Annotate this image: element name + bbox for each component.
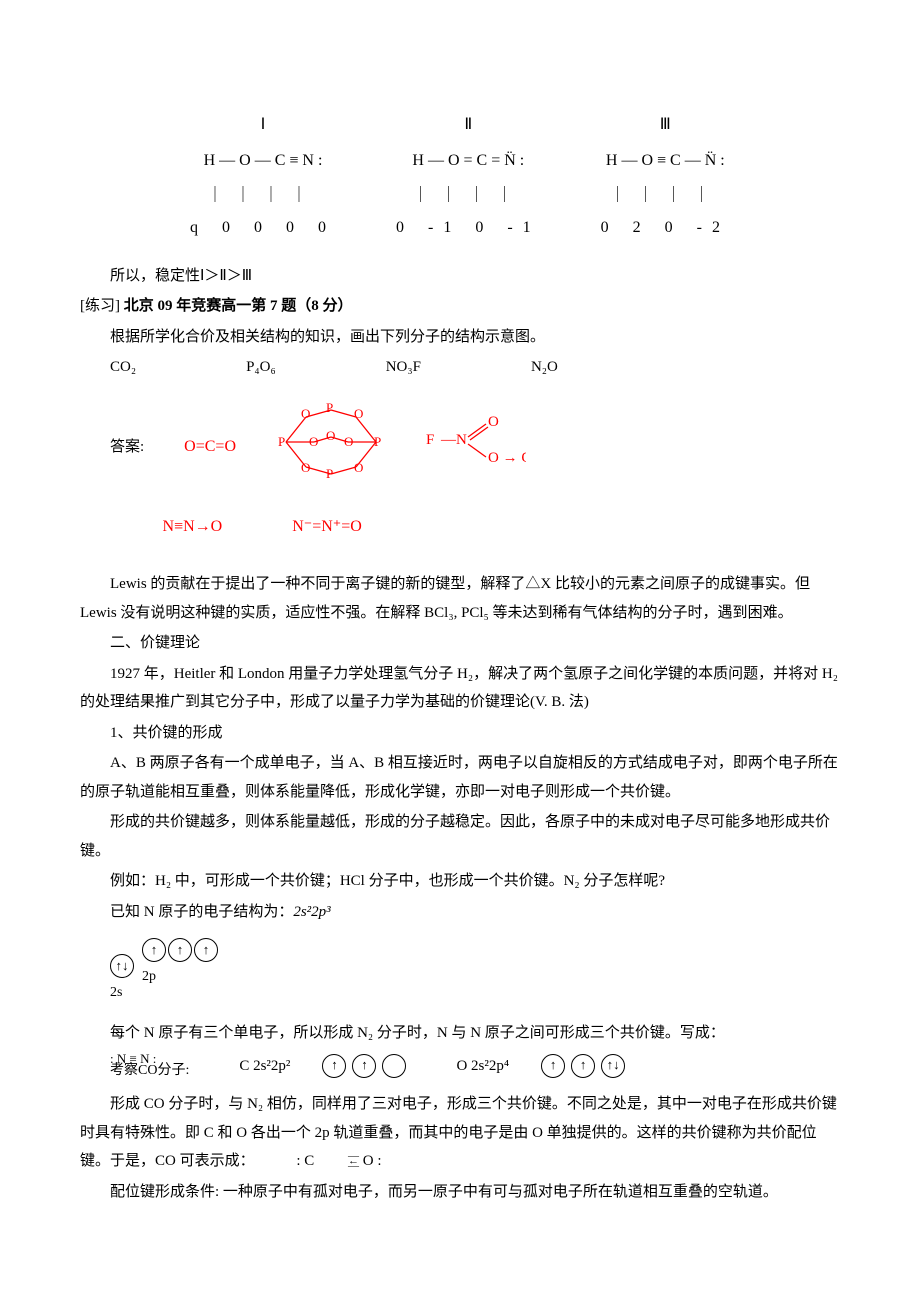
c-orb-3: [382, 1054, 406, 1078]
body-p8: 形成 CO 分子时，与 N₂ 相仿，同样用了三对电子，形成三个共价键。不同之处是…: [80, 1090, 840, 1176]
body-p9: 配位键形成条件: 一种原子中有孤对电子，而另一原子中有可与孤对电子所在轨道相互重…: [80, 1178, 840, 1207]
co-c-text: C 2s²2p²: [239, 1052, 290, 1081]
svg-text:P: P: [326, 402, 333, 415]
mol-4: N₂O: [531, 353, 558, 382]
orbital-2s: ↑↓: [110, 954, 134, 978]
body-p1: Lewis 的贡献在于提出了一种不同于离子键的新的键型，解释了△X 比较小的元素…: [80, 570, 840, 627]
svg-text:F: F: [426, 432, 434, 448]
practice-title: 北京 09 年竞赛高一第 7 题（8 分）: [124, 298, 353, 314]
lewis-col-3: Ⅲ H — O ≡ C — N̈ : ｜｜｜｜ 0 2 0 -2: [601, 110, 730, 244]
lewis-q-3: 0 2 0 -2: [601, 213, 730, 243]
answer-row-2: N≡N→O N⁻=N⁺=O: [80, 512, 840, 542]
body-p3: A、B 两原子各有一个成单电子，当 A、B 相互接近时，两电子以自旋相反的方式结…: [80, 749, 840, 806]
svg-text:O: O: [344, 434, 353, 449]
lewis-q-1: q 0 0 0 0: [190, 213, 336, 243]
svg-text:O → O: O → O: [488, 450, 526, 466]
orbital-2p-3: ↑: [194, 938, 218, 962]
svg-text:O: O: [488, 414, 499, 430]
c-orb-1: ↑: [322, 1054, 346, 1078]
stability-line: 所以，稳定性Ⅰ＞Ⅱ＞Ⅲ: [80, 262, 840, 291]
answer-row-1: 答案: O=C=O OPO POOOP OPO: [80, 402, 840, 493]
lewis-structures-table: Ⅰ H — O — C ≡ N : ｜｜｜｜ q 0 0 0 0 Ⅱ H — O…: [80, 110, 840, 244]
lewis-bars-3: ｜｜｜｜: [601, 181, 730, 211]
orbital-2s-label: 2s: [110, 980, 122, 1007]
answer-co2: O=C=O: [184, 432, 236, 462]
o-orb-1: ↑: [541, 1054, 565, 1078]
svg-text:—: —: [440, 432, 457, 448]
body-p2: 1927 年，Heitler 和 London 用量子力学处理氢气分子 H₂，解…: [80, 660, 840, 717]
answer-n2o-a: N≡N→O: [163, 512, 223, 542]
lewis-q-2: 0 -1 0 -1: [396, 213, 541, 243]
svg-text:P: P: [278, 434, 285, 449]
svg-text:O: O: [354, 460, 363, 475]
lewis-struct-1: H — O — C ≡ N :: [190, 146, 336, 176]
co-analysis-line: : N ≡ N : 考察CO分子: C 2s²2p² ↑ ↑ O 2s²2p⁴ …: [80, 1052, 840, 1081]
practice-prompt: 根据所学化合价及相关结构的知识，画出下列分子的结构示意图。: [80, 323, 840, 352]
co-o-config: O 2s²2p⁴ ↑ ↑ ↑↓: [456, 1052, 625, 1081]
o-orb-2: ↑: [571, 1054, 595, 1078]
svg-text:P: P: [374, 434, 381, 449]
answer-no3f: F — N O O → O: [426, 412, 526, 483]
body-p5: 例如：H₂ 中，可形成一个共价键；HCl 分子中，也形成一个共价键。N₂ 分子怎…: [80, 867, 840, 896]
lewis-bars-2: ｜｜｜｜: [396, 181, 541, 211]
co-o-text: O 2s²2p⁴: [456, 1052, 509, 1081]
svg-text:P: P: [326, 466, 333, 481]
section-2-1-title: 1、共价键的形成: [80, 719, 840, 748]
orbital-2p-2: ↑: [168, 938, 192, 962]
lewis-struct-2: H — O = C = N̈ :: [396, 146, 541, 176]
orbital-2p-label: 2p: [142, 964, 156, 991]
section-2-title: 二、价键理论: [80, 629, 840, 658]
o-orb-3: ↑↓: [601, 1054, 625, 1078]
body-p6: 已知 N 原子的电子结构为：2s²2p³: [80, 898, 840, 927]
body-p4: 形成的共价键越多，则体系能量越低，形成的分子越稳定。因此，各原子中的未成对电子尽…: [80, 808, 840, 865]
p6-prefix: 已知 N 原子的电子结构为：: [110, 904, 293, 920]
lewis-label-2: Ⅱ: [396, 110, 541, 140]
lewis-bars-1: ｜｜｜｜: [190, 181, 336, 211]
svg-text:O: O: [309, 434, 318, 449]
p6-config: 2s²2p³: [293, 904, 330, 920]
svg-text:N: N: [456, 432, 467, 448]
lewis-struct-3: H — O ≡ C — N̈ :: [601, 146, 730, 176]
lewis-col-2: Ⅱ H — O = C = N̈ : ｜｜｜｜ 0 -1 0 -1: [396, 110, 541, 244]
c-orb-2: ↑: [352, 1054, 376, 1078]
answer-p4o6: OPO POOOP OPO: [276, 402, 386, 493]
svg-text:O: O: [326, 428, 335, 443]
p8-text: 形成 CO 分子时，与 N₂ 相仿，同样用了三对电子，形成三个共价键。不同之处是…: [80, 1096, 837, 1169]
svg-text:O: O: [301, 460, 310, 475]
answer-n2o-b: N⁻=N⁺=O: [292, 512, 362, 542]
lewis-col-1: Ⅰ H — O — C ≡ N : ｜｜｜｜ q 0 0 0 0: [190, 110, 336, 244]
lewis-label-3: Ⅲ: [601, 110, 730, 140]
mol-3: NO₃F: [386, 353, 421, 382]
svg-text:O: O: [301, 406, 310, 421]
co-c-config: C 2s²2p² ↑ ↑: [239, 1052, 406, 1081]
mol-2: P₄O₆: [246, 353, 276, 382]
lewis-label-1: Ⅰ: [190, 110, 336, 140]
co-lewis-inline: : C —←— O :: [266, 1147, 381, 1176]
co-prefix: 考察CO分子:: [110, 1063, 189, 1080]
answer-label: 答案:: [110, 433, 144, 462]
body-p7: 每个 N 原子有三个单电子，所以形成 N₂ 分子时，N 与 N 原子之间可形成三…: [80, 1019, 840, 1048]
n-orbital-diagram: ↑↓ 2s ↑ ↑ ↑ 2p: [80, 938, 840, 1007]
practice-prefix: [练习]: [80, 298, 124, 314]
practice-heading: [练习] 北京 09 年竞赛高一第 7 题（8 分）: [80, 292, 840, 321]
mol-1: CO₂: [110, 353, 136, 382]
svg-text:O: O: [354, 406, 363, 421]
molecule-list: CO₂ P₄O₆ NO₃F N₂O: [80, 353, 840, 382]
orbital-2p-1: ↑: [142, 938, 166, 962]
